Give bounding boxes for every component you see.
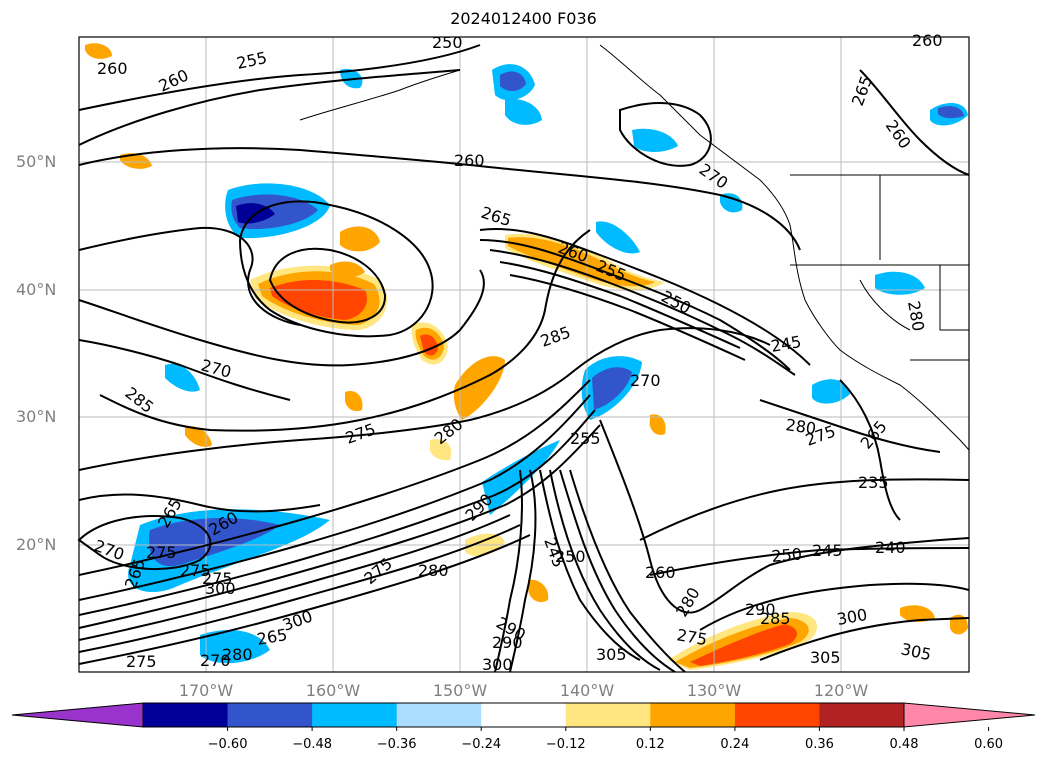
- contour-label: 300: [482, 655, 513, 674]
- colorbar-tick-label: −0.36: [376, 737, 417, 752]
- colorbar-segment: [650, 703, 736, 727]
- lat-label-20n: 20°N: [16, 535, 57, 554]
- contour-label: 255: [570, 429, 601, 448]
- colorbar-extend-max: [903, 702, 1036, 728]
- contour-label: 270: [630, 371, 661, 390]
- lon-label-160w: 160°W: [305, 681, 361, 700]
- lon-label-150w: 150°W: [432, 681, 488, 700]
- contour-label: 270: [200, 651, 231, 670]
- lon-label-170w: 170°W: [178, 681, 234, 700]
- contour-label: 275: [202, 569, 233, 588]
- shade-blob: [500, 71, 526, 91]
- colorbar-segments: [11, 702, 1036, 731]
- contour-label: 245: [812, 541, 843, 560]
- colorbar-tick-label: 0.36: [804, 737, 834, 752]
- colorbar-segment: [481, 703, 567, 727]
- colorbar-tick-label: −0.12: [545, 737, 586, 752]
- contour-label: 250: [432, 33, 463, 52]
- shade-blob: [505, 98, 542, 125]
- contour-label: 280: [784, 415, 817, 438]
- contour-label: 240: [875, 538, 906, 557]
- lon-label-140w: 140°W: [559, 681, 615, 700]
- colorbar-segment: [143, 703, 229, 727]
- lat-label-30n: 30°N: [16, 407, 57, 426]
- contour-label: 285: [760, 609, 791, 628]
- colorbar-segment: [396, 703, 482, 727]
- contour-label: 235: [858, 473, 889, 492]
- shade-blob: [453, 356, 505, 420]
- contour-label: 260: [97, 59, 128, 78]
- colorbar-tick-label: 0.48: [889, 737, 919, 752]
- lon-label-130w: 130°W: [686, 681, 742, 700]
- shade-blob: [720, 193, 743, 213]
- contour-label: 260: [454, 151, 485, 170]
- contour-label: 275: [180, 561, 211, 580]
- colorbar-tick-label: −0.48: [292, 737, 333, 752]
- colorbar-segment: [734, 703, 820, 727]
- shade-blob: [632, 128, 678, 152]
- height-contours: [77, 44, 970, 673]
- shade-blob: [340, 226, 380, 252]
- colorbar-tick-label: 0.12: [635, 737, 665, 752]
- coastlines: [299, 44, 970, 451]
- colorbar-segment: [312, 703, 398, 727]
- colorbar-segment: [227, 703, 313, 727]
- contour-label: 305: [596, 645, 627, 664]
- graticule: [79, 37, 969, 672]
- colorbar-tick-label: 0.24: [720, 737, 750, 752]
- shade-blob: [149, 518, 280, 567]
- colorbar-segment: [819, 703, 905, 727]
- shade-blob: [596, 221, 640, 254]
- shade-blob: [165, 363, 200, 392]
- lon-label-120w: 120°W: [813, 681, 869, 700]
- anomaly-shading: [85, 43, 968, 670]
- shade-blob: [185, 426, 212, 447]
- contour-label: 250: [771, 544, 803, 566]
- colorbar-segment: [565, 703, 651, 727]
- colorbar-tick-label: 0.60: [974, 737, 1004, 752]
- contour-label: 290: [745, 600, 776, 619]
- shade-blob: [429, 439, 452, 461]
- colorbar-extend-min: [11, 702, 144, 728]
- contour-label: 280: [222, 645, 253, 664]
- shade-blob: [344, 390, 363, 412]
- colorbar-outline: [142, 702, 905, 728]
- contour-label: 280: [418, 561, 449, 580]
- lat-label-40n: 40°N: [16, 280, 57, 299]
- shade-blob: [900, 605, 935, 622]
- shade-blob: [120, 153, 152, 169]
- contour-label: 290: [492, 633, 523, 652]
- shade-blob: [592, 367, 632, 410]
- shade-blob: [528, 579, 549, 603]
- shade-blob: [690, 624, 797, 666]
- contour-label: 275: [146, 543, 177, 562]
- shade-blob: [330, 261, 365, 278]
- colorbar-tick-label: −0.60: [207, 737, 248, 752]
- colorbar-tick-label: −0.24: [461, 737, 502, 752]
- shade-blob: [508, 237, 655, 287]
- shade-blob: [875, 271, 925, 295]
- map-frame: [78, 36, 970, 673]
- contour-label: 275: [126, 652, 157, 671]
- shade-blob: [649, 414, 666, 435]
- shade-blob: [950, 614, 968, 635]
- contour-label: 250: [555, 547, 586, 566]
- shade-blob: [938, 106, 964, 119]
- contour-label: 305: [810, 648, 841, 667]
- map-title: 2024012400 F036: [450, 9, 597, 28]
- contour-label: 260: [912, 31, 943, 50]
- lat-label-50n: 50°N: [16, 152, 57, 171]
- shade-blob: [85, 43, 112, 59]
- contour-label: 300: [205, 579, 236, 598]
- contour-label: 260: [645, 563, 676, 582]
- shade-blob: [200, 630, 270, 664]
